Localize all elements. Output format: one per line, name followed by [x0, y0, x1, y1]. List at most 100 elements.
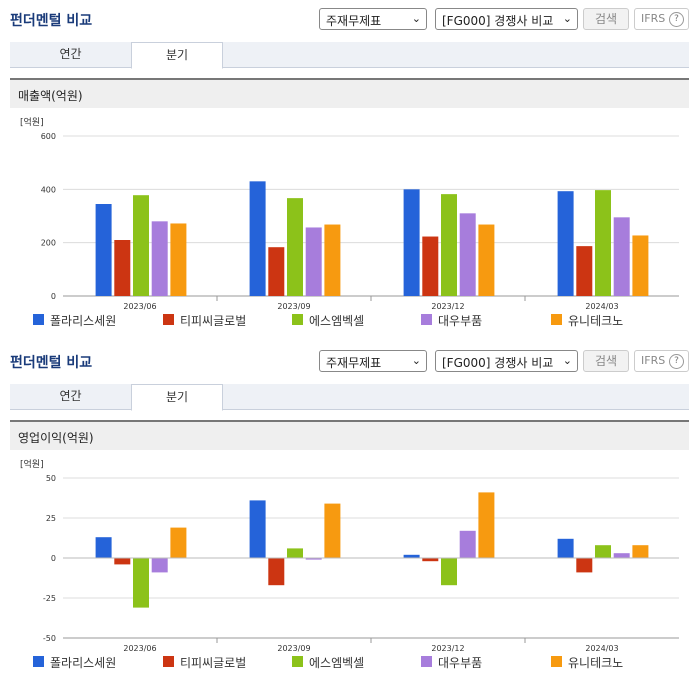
- bar[interactable]: [441, 194, 457, 296]
- bar[interactable]: [133, 558, 149, 608]
- tab-annual[interactable]: 연간: [59, 47, 82, 61]
- bar[interactable]: [557, 538, 574, 558]
- x-tick-label: 2023/12: [431, 302, 464, 310]
- bar[interactable]: [268, 247, 285, 296]
- bar[interactable]: [249, 500, 266, 558]
- bar[interactable]: [268, 558, 285, 586]
- legend-label: 대우부품: [438, 314, 483, 328]
- y-tick-label: -25: [43, 594, 56, 603]
- legend-swatch: [33, 314, 44, 325]
- compare-select-value: [FG000] 경쟁사 비교: [442, 356, 554, 370]
- bar[interactable]: [595, 545, 611, 558]
- bar[interactable]: [114, 240, 131, 296]
- y-tick-label: 600: [41, 132, 56, 141]
- bar[interactable]: [151, 221, 168, 296]
- chart-subheader: 영업이익(억원): [10, 420, 689, 450]
- bar[interactable]: [632, 235, 649, 296]
- x-tick-label: 2024/03: [585, 644, 618, 652]
- bar[interactable]: [576, 246, 593, 296]
- chevron-down-icon: ⌄: [411, 354, 421, 367]
- chart-legend: 폴라리스세원 티피씨글로벌 에스엠벡셀 대우부품 유니테크노: [0, 312, 696, 328]
- bar[interactable]: [557, 191, 574, 296]
- legend-label: 유니테크노: [568, 656, 624, 670]
- panel-title: 펀더멘털 비교: [10, 355, 93, 371]
- bar[interactable]: [151, 558, 168, 573]
- y-tick-label: 400: [41, 185, 56, 194]
- unit-label: [억원]: [20, 458, 44, 470]
- chart-subtitle: 영업이익(억원): [18, 431, 94, 445]
- bar[interactable]: [114, 558, 131, 565]
- bar[interactable]: [478, 492, 495, 558]
- legend-label: 폴라리스세원: [50, 656, 117, 670]
- bar[interactable]: [95, 537, 112, 558]
- bar[interactable]: [170, 223, 187, 296]
- tab-quarter[interactable]: 분기: [131, 384, 223, 411]
- panel-header: 펀더멘털 비교 주재무제표 ⌄ [FG000] 경쟁사 비교 ⌄ 검색 IFRS…: [0, 0, 696, 36]
- y-tick-label: 0: [51, 292, 56, 301]
- statement-select[interactable]: 주재무제표 ⌄: [319, 350, 427, 372]
- x-tick-label: 2024/03: [585, 302, 618, 310]
- bar[interactable]: [249, 181, 266, 296]
- bar[interactable]: [632, 545, 649, 558]
- bar[interactable]: [403, 189, 420, 296]
- bar[interactable]: [576, 558, 593, 573]
- bar[interactable]: [403, 554, 420, 558]
- legend-label: 에스엠벡셀: [309, 656, 365, 670]
- bar[interactable]: [595, 190, 611, 296]
- help-icon[interactable]: ?: [669, 354, 684, 369]
- bar[interactable]: [613, 217, 630, 296]
- chevron-down-icon: ⌄: [411, 12, 421, 25]
- legend-label: 유니테크노: [568, 314, 624, 328]
- bar[interactable]: [324, 503, 341, 558]
- bar[interactable]: [459, 530, 476, 558]
- tab-quarter[interactable]: 분기: [131, 42, 223, 69]
- statement-select-value: 주재무제표: [326, 14, 382, 28]
- bar[interactable]: [441, 558, 457, 586]
- bar[interactable]: [324, 224, 341, 296]
- ifrs-button[interactable]: IFRS ?: [634, 350, 689, 372]
- legend-swatch: [163, 656, 174, 667]
- chart-subtitle: 매출액(억원): [18, 89, 83, 103]
- chart-subheader: 매출액(억원): [10, 78, 689, 108]
- bar[interactable]: [478, 224, 495, 296]
- bar[interactable]: [422, 558, 439, 562]
- panel-header: 펀더멘털 비교 주재무제표 ⌄ [FG000] 경쟁사 비교 ⌄ 검색 IFRS…: [0, 342, 696, 378]
- bar[interactable]: [613, 553, 630, 558]
- panel-title: 펀더멘털 비교: [10, 13, 93, 29]
- legend-swatch: [421, 656, 432, 667]
- y-tick-label: -50: [43, 634, 56, 643]
- legend-label: 티피씨글로벌: [180, 656, 247, 670]
- bar[interactable]: [305, 227, 322, 296]
- legend-swatch: [292, 314, 303, 325]
- legend-swatch: [33, 656, 44, 667]
- bar[interactable]: [170, 527, 187, 558]
- fundamental-panel-operating-profit: 펀더멘털 비교 주재무제표 ⌄ [FG000] 경쟁사 비교 ⌄ 검색 IFRS…: [0, 342, 696, 684]
- bar[interactable]: [95, 204, 112, 296]
- bar[interactable]: [287, 548, 303, 558]
- bar[interactable]: [305, 558, 322, 560]
- statement-select[interactable]: 주재무제표 ⌄: [319, 8, 427, 30]
- search-button[interactable]: 검색: [583, 8, 629, 30]
- x-tick-label: 2023/09: [277, 302, 310, 310]
- y-tick-label: 0: [51, 554, 56, 563]
- x-tick-label: 2023/06: [123, 644, 156, 652]
- search-button[interactable]: 검색: [583, 350, 629, 372]
- legend-label: 에스엠벡셀: [309, 314, 365, 328]
- tab-annual[interactable]: 연간: [59, 389, 82, 403]
- legend-label: 대우부품: [438, 656, 483, 670]
- bar[interactable]: [287, 198, 303, 296]
- y-tick-label: 50: [46, 474, 56, 483]
- legend-swatch: [163, 314, 174, 325]
- operating-profit-chart: [억원] -50 -25 0 25 50 2023/06 2023/09 2023/12 2024…: [20, 458, 679, 652]
- legend-label: 폴라리스세원: [50, 314, 117, 328]
- legend-swatch: [551, 314, 562, 325]
- compare-select-value: [FG000] 경쟁사 비교: [442, 14, 554, 28]
- help-icon[interactable]: ?: [669, 12, 684, 27]
- ifrs-button[interactable]: IFRS ?: [634, 8, 689, 30]
- bar[interactable]: [459, 213, 476, 296]
- bar[interactable]: [133, 195, 149, 296]
- bar[interactable]: [422, 236, 439, 296]
- compare-select[interactable]: [FG000] 경쟁사 비교 ⌄: [435, 350, 578, 372]
- compare-select[interactable]: [FG000] 경쟁사 비교 ⌄: [435, 8, 578, 30]
- revenue-chart: [억원] 0 200 400 600 2023/06 2023/09 2023/12 2024/…: [20, 116, 679, 310]
